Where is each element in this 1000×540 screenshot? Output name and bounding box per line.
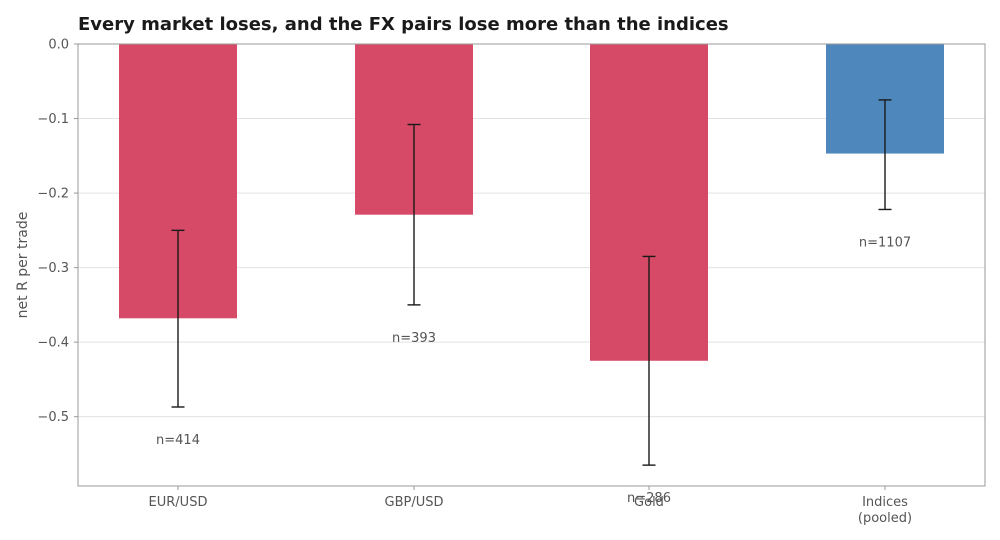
x-tick-label: Indices (pooled) xyxy=(858,495,912,526)
sample-size-labels: n=414 n=393 n=286 n=1107 xyxy=(156,235,911,506)
plot-frame xyxy=(77,43,986,487)
y-tick-label: 0.0 xyxy=(48,38,69,53)
y-tick-label: −0.1 xyxy=(37,112,69,127)
y-tick-label: −0.4 xyxy=(37,336,69,351)
y-tick-label: −0.5 xyxy=(37,410,69,425)
error-bars xyxy=(171,99,892,466)
x-tick-label: Gold xyxy=(634,495,664,510)
sample-size-label: n=1107 xyxy=(859,235,911,250)
sample-size-label: n=393 xyxy=(392,331,436,346)
y-tick-label: −0.3 xyxy=(37,261,69,276)
y-axis-label: net R per trade xyxy=(15,212,31,319)
x-axis-ticks: EUR/USD GBP/USD Gold Indices (pooled) xyxy=(149,486,912,526)
x-tick-label: GBP/USD xyxy=(385,495,444,510)
bars xyxy=(119,44,944,361)
y-axis-ticks: 0.0 −0.1 −0.2 −0.3 −0.4 −0.5 xyxy=(37,38,78,425)
sample-size-label: n=414 xyxy=(156,433,200,448)
chart-title: Every market loses, and the FX pairs los… xyxy=(78,14,729,35)
y-tick-label: −0.2 xyxy=(37,187,69,202)
x-tick-label: EUR/USD xyxy=(149,495,208,510)
sample-size-label: n=286 xyxy=(627,491,671,506)
